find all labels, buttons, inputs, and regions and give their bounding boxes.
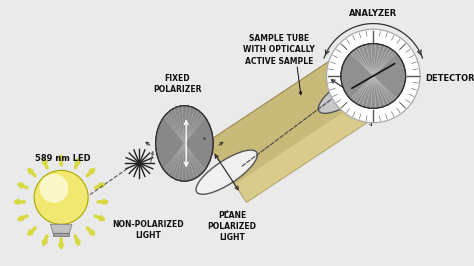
Polygon shape	[50, 224, 72, 233]
Ellipse shape	[318, 69, 380, 113]
Ellipse shape	[341, 44, 406, 108]
Polygon shape	[53, 233, 69, 236]
Ellipse shape	[196, 150, 257, 194]
Polygon shape	[235, 103, 369, 202]
Text: DETECTOR: DETECTOR	[426, 74, 474, 83]
Text: SAMPLE TUBE
WITH OPTICALLY
ACTIVE SAMPLE: SAMPLE TUBE WITH OPTICALLY ACTIVE SAMPLE	[243, 34, 315, 66]
Text: 589 nm LED: 589 nm LED	[35, 154, 91, 163]
Text: FIXED
POLARIZER: FIXED POLARIZER	[153, 74, 201, 94]
Text: 0: 0	[372, 45, 375, 50]
Ellipse shape	[155, 106, 213, 181]
Circle shape	[327, 29, 420, 123]
Text: ANALYZER: ANALYZER	[349, 9, 397, 18]
Text: PLANE
POLARIZED
LIGHT: PLANE POLARIZED LIGHT	[208, 211, 256, 242]
Circle shape	[34, 171, 88, 224]
Circle shape	[39, 174, 68, 203]
Text: NON-POLARIZED
LIGHT: NON-POLARIZED LIGHT	[113, 220, 184, 240]
Polygon shape	[207, 61, 369, 202]
